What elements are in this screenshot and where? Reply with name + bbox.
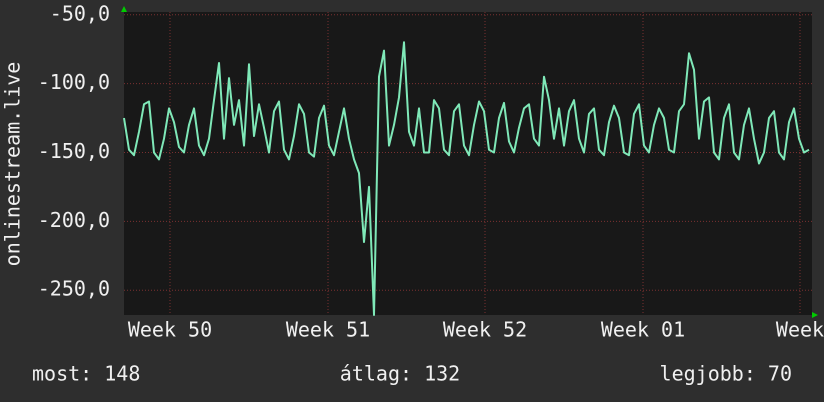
footer-stat: átlag: 132 xyxy=(340,362,460,386)
y-tick-label: -50,0 xyxy=(50,1,110,25)
axis-arrow xyxy=(812,312,818,318)
x-tick-label: Week 52 xyxy=(443,318,527,342)
y-tick-label: -250,0 xyxy=(38,277,110,301)
x-tick-label: Week 50 xyxy=(128,318,212,342)
x-tick-label: Week 51 xyxy=(286,318,370,342)
plot-area xyxy=(124,12,812,315)
footer-stat: most: 148 xyxy=(32,362,140,386)
y-tick-label: -100,0 xyxy=(38,70,110,94)
y-tick-label: -150,0 xyxy=(38,139,110,163)
y-axis-label: onlinestream.live xyxy=(1,62,25,267)
line-series xyxy=(123,41,810,316)
y-tick-label: -200,0 xyxy=(38,208,110,232)
x-tick-label: Week xyxy=(776,318,824,342)
footer-stat: legjobb: 70 xyxy=(660,362,792,386)
x-tick-label: Week 01 xyxy=(601,318,685,342)
axis-arrow xyxy=(121,6,127,12)
